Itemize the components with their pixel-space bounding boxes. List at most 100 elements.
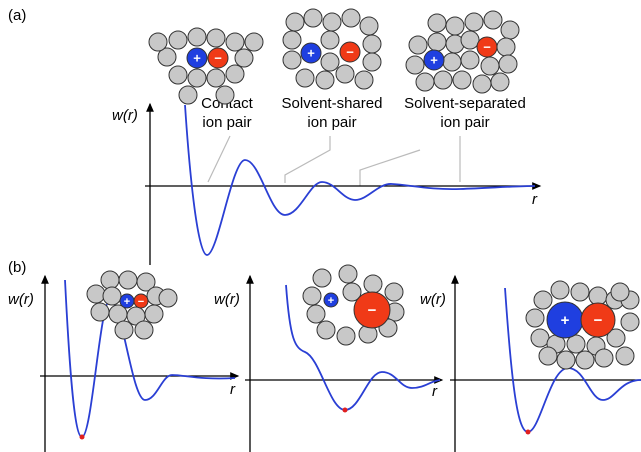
- curve: [65, 280, 235, 437]
- y-axis-label: w(r): [420, 291, 446, 308]
- figure: (a) (b) w(r) r Contact ion pair Solvent-…: [0, 0, 641, 452]
- solvent: [336, 65, 354, 83]
- solvent: [576, 351, 594, 369]
- solvent: [119, 271, 137, 289]
- solvent: [303, 287, 321, 305]
- solvent: [595, 349, 613, 367]
- solvent: [316, 71, 334, 89]
- ion-sign: −: [346, 44, 354, 59]
- solvent: [103, 287, 121, 305]
- solvent: [355, 71, 373, 89]
- solvent: [323, 13, 341, 31]
- solvent: [501, 21, 519, 39]
- solvent: [91, 303, 109, 321]
- solvent: [135, 321, 153, 339]
- ion-sign: +: [328, 295, 334, 307]
- solvent: [307, 305, 325, 323]
- solvent: [188, 28, 206, 46]
- minimum: [80, 435, 85, 440]
- solvent: [491, 73, 509, 91]
- solvent: [551, 281, 569, 299]
- solvent: [226, 33, 244, 51]
- annotation: ion pair: [440, 114, 489, 131]
- solvent: [484, 11, 502, 29]
- solvent: [526, 309, 544, 327]
- solvent: [434, 71, 452, 89]
- solvent: [428, 33, 446, 51]
- solvent: [339, 265, 357, 283]
- ion-sign: +: [193, 50, 201, 65]
- solvent: [364, 275, 382, 293]
- solvent: [296, 69, 314, 87]
- solvent: [360, 17, 378, 35]
- solvent: [149, 33, 167, 51]
- solvent: [443, 53, 461, 71]
- y-axis-label: w(r): [112, 107, 138, 124]
- ion-sign: +: [561, 312, 570, 329]
- solvent: [101, 271, 119, 289]
- ion-sign: +: [124, 296, 130, 308]
- y-axis-label: w(r): [214, 291, 240, 308]
- plot-a: w(r) r Contact ion pair Solvent-shared i…: [112, 95, 540, 265]
- solvent: [115, 321, 133, 339]
- solvent: [589, 287, 607, 305]
- solvent: [283, 51, 301, 69]
- solvent: [216, 86, 234, 104]
- solvent: [531, 329, 549, 347]
- solvent: [226, 65, 244, 83]
- solvent: [363, 35, 381, 53]
- solvent: [169, 66, 187, 84]
- solvent: [453, 71, 471, 89]
- minimum: [526, 430, 531, 435]
- solvent: [616, 347, 634, 365]
- panel-label: (b): [8, 259, 26, 276]
- solvent: [313, 269, 331, 287]
- solvent: [207, 29, 225, 47]
- solvent: [473, 75, 491, 93]
- solvent: [446, 17, 464, 35]
- solvent: [286, 13, 304, 31]
- solvent: [416, 73, 434, 91]
- x-axis-label: r: [532, 191, 538, 208]
- solvent: [169, 31, 187, 49]
- solvent: [317, 321, 335, 339]
- solvent: [539, 347, 557, 365]
- solvent: [557, 351, 575, 369]
- clusters: +−+−+−+−+−+−: [87, 9, 639, 369]
- solvent: [321, 53, 339, 71]
- solvent: [159, 289, 177, 307]
- solvent: [534, 291, 552, 309]
- ion-sign: −: [368, 302, 377, 319]
- solvent: [337, 327, 355, 345]
- y-axis-label: w(r): [8, 291, 34, 308]
- ion-sign: −: [138, 296, 144, 308]
- solvent: [342, 9, 360, 27]
- ion-sign: +: [307, 45, 315, 60]
- solvent: [571, 283, 589, 301]
- x-axis-label: r: [432, 383, 438, 400]
- solvent: [406, 56, 424, 74]
- minimum: [343, 408, 348, 413]
- solvent: [428, 14, 446, 32]
- ion-sign: −: [483, 39, 491, 54]
- solvent: [465, 13, 483, 31]
- solvent: [363, 53, 381, 71]
- x-axis-label: r: [230, 381, 236, 398]
- panel-label: (a): [8, 7, 26, 24]
- ion-sign: −: [214, 50, 222, 65]
- solvent: [499, 55, 517, 73]
- solvent: [145, 305, 163, 323]
- annotation: ion pair: [307, 114, 356, 131]
- solvent: [179, 86, 197, 104]
- annotation: ion pair: [202, 114, 251, 131]
- solvent: [245, 33, 263, 51]
- solvent: [481, 57, 499, 75]
- solvent: [461, 51, 479, 69]
- ion-sign: −: [594, 312, 603, 329]
- annotation: Solvent-shared: [282, 95, 383, 112]
- solvent: [87, 285, 105, 303]
- solvent: [235, 49, 253, 67]
- solvent: [611, 283, 629, 301]
- solvent: [321, 31, 339, 49]
- solvent: [283, 31, 301, 49]
